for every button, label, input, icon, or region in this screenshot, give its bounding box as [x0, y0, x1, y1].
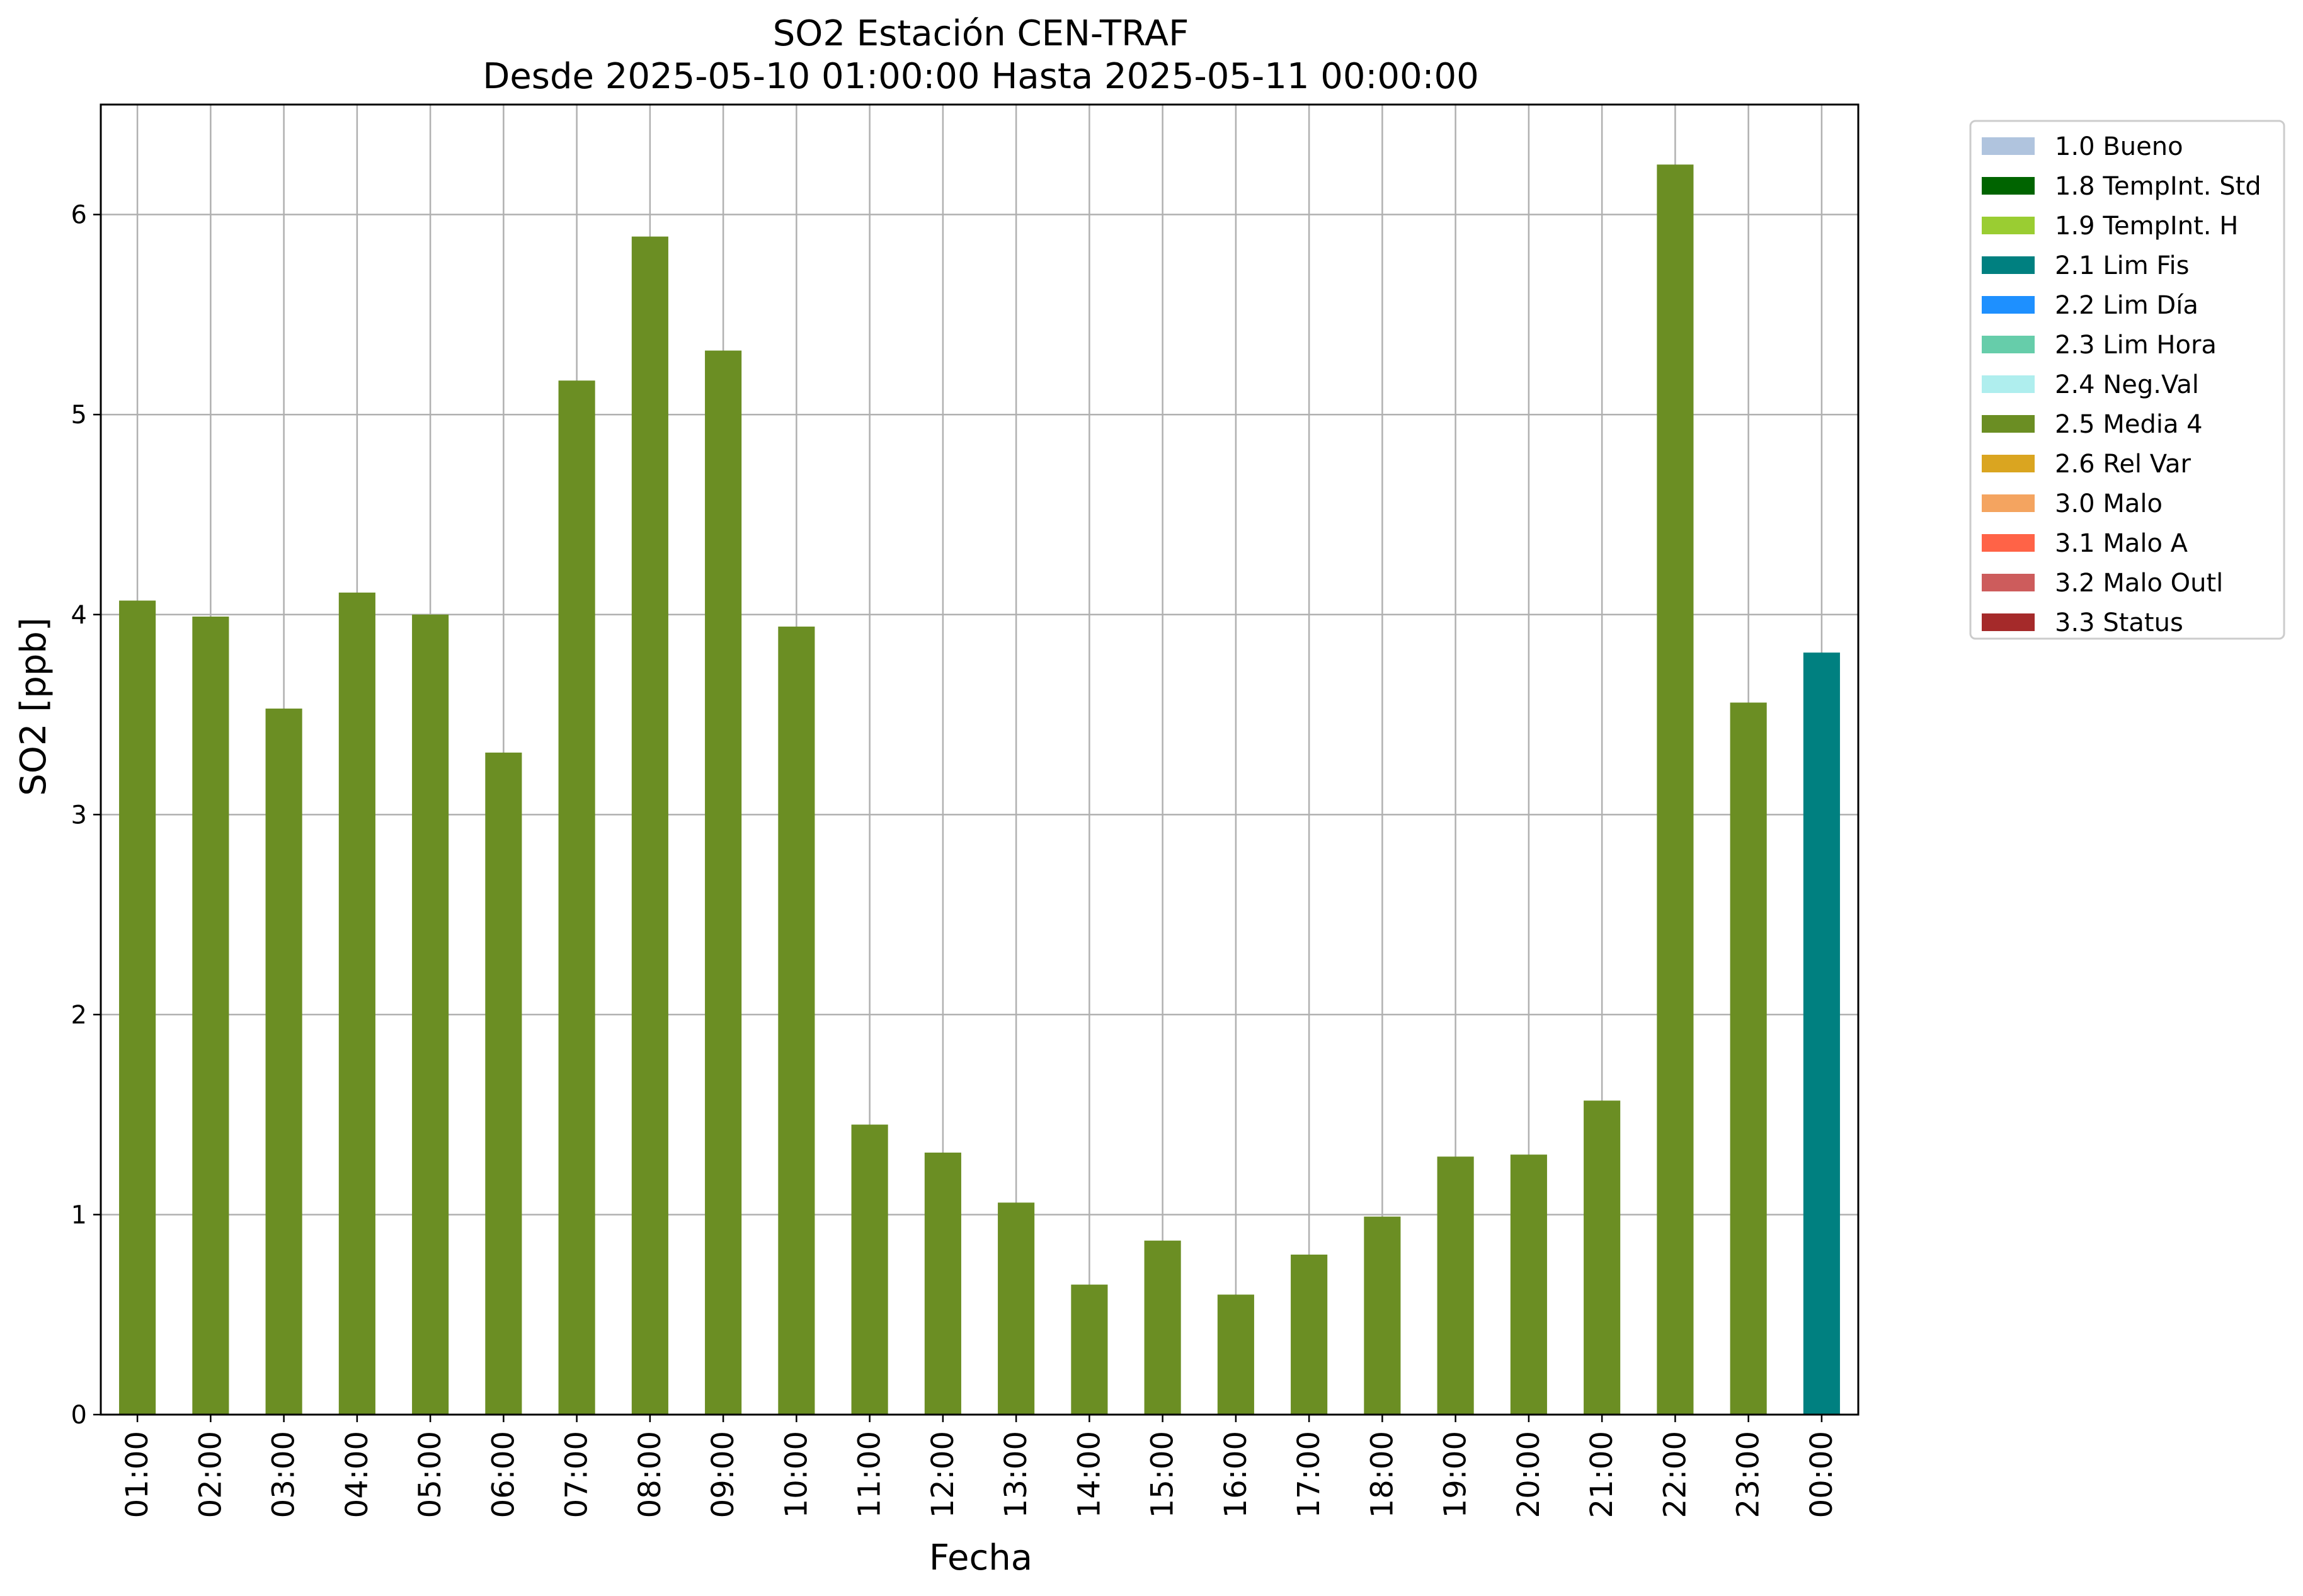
legend-swatch: [1982, 534, 2035, 552]
legend-swatch: [1982, 177, 2035, 195]
legend-label: 3.2 Malo Outl: [2055, 569, 2223, 598]
bar-17:00: [1291, 1254, 1328, 1415]
legend-frame: [1969, 120, 2285, 640]
y-tick-label: 6: [71, 201, 87, 230]
bar-00:00: [1803, 653, 1840, 1415]
x-tick-label: 05:00: [413, 1431, 448, 1518]
x-tick-label: 16:00: [1218, 1431, 1254, 1518]
legend-label: 2.6 Rel Var: [2055, 450, 2192, 479]
legend-label: 2.1 Lim Fis: [2055, 251, 2189, 280]
legend-label: 2.4 Neg.Val: [2055, 370, 2199, 399]
bar-23:00: [1730, 702, 1767, 1415]
x-tick-label: 17:00: [1291, 1431, 1327, 1518]
legend-swatch: [1982, 613, 2035, 631]
x-tick-label: 07:00: [559, 1431, 595, 1518]
legend-swatch: [1982, 296, 2035, 314]
bar-14:00: [1071, 1284, 1108, 1415]
bar-09:00: [705, 350, 742, 1415]
bars: [119, 164, 1840, 1415]
legend-swatch: [1982, 336, 2035, 353]
legend-label: 2.2 Lim Día: [2055, 291, 2198, 320]
legend-label: 1.0 Bueno: [2055, 132, 2183, 161]
legend-swatch: [1982, 415, 2035, 433]
x-tick-label: 04:00: [340, 1431, 375, 1518]
x-axis-label: Fecha: [929, 1537, 1032, 1578]
legend-swatch: [1982, 375, 2035, 393]
legend-label: 2.5 Media 4: [2055, 410, 2203, 439]
bar-16:00: [1217, 1294, 1254, 1415]
y-tick-label: 1: [71, 1200, 87, 1229]
x-tick-label: 03:00: [266, 1431, 302, 1518]
y-tick-label: 0: [71, 1401, 87, 1430]
legend-label: 1.9 TempInt. H: [2055, 212, 2238, 241]
plot-frame: [100, 103, 1860, 1416]
legend: 1.0 Bueno 1.8 TempInt. Std 1.9 TempInt. H 2…: [1969, 120, 2285, 640]
bar-05:00: [412, 614, 449, 1415]
bar-12:00: [924, 1153, 961, 1415]
legend-label: 1.8 TempInt. Std: [2055, 172, 2261, 201]
y-tick-label: 2: [71, 1001, 87, 1030]
x-tick-label: 01:00: [120, 1431, 155, 1518]
x-tick-label: 22:00: [1657, 1431, 1693, 1518]
x-tick-label: 02:00: [193, 1431, 228, 1518]
y-tick-label: 5: [71, 401, 87, 430]
legend-label: 3.0 Malo: [2055, 489, 2163, 518]
legend-label: 3.3 Status: [2055, 608, 2183, 637]
bar-03:00: [265, 709, 302, 1415]
bar-15:00: [1144, 1240, 1181, 1415]
bar-10:00: [778, 626, 815, 1415]
legend-swatch: [1982, 574, 2035, 591]
legend-label: 3.1 Malo A: [2055, 529, 2188, 558]
x-tick-label: 12:00: [925, 1431, 961, 1518]
bar-04:00: [338, 592, 375, 1415]
bar-08:00: [631, 236, 668, 1415]
x-tick-label: 13:00: [998, 1431, 1034, 1518]
legend-swatch: [1982, 256, 2035, 274]
legend-label: 2.3 Lim Hora: [2055, 331, 2217, 360]
x-tick-label: 11:00: [852, 1431, 888, 1518]
x-tick-label: 06:00: [486, 1431, 521, 1518]
bar-06:00: [485, 752, 522, 1415]
bar-20:00: [1510, 1154, 1547, 1415]
y-tick-label: 4: [71, 601, 87, 630]
bar-18:00: [1364, 1216, 1401, 1415]
x-tick-label: 23:00: [1731, 1431, 1766, 1518]
bar-01:00: [119, 600, 156, 1415]
x-axis: 01:00 02:00 03:00 04:00 05:00 06:00 07:00 08:00…: [120, 1415, 1839, 1518]
bar-13:00: [998, 1202, 1035, 1415]
bar-19:00: [1437, 1156, 1474, 1415]
x-tick-label: 08:00: [632, 1431, 668, 1518]
x-tick-label: 19:00: [1438, 1431, 1473, 1518]
bar-22:00: [1657, 164, 1694, 1415]
bar-11:00: [851, 1124, 888, 1415]
legend-swatch: [1982, 455, 2035, 472]
chart-title: SO2 Estación CEN-TRAF: [773, 13, 1189, 54]
y-axis-label: SO2 [ppb]: [13, 617, 54, 795]
x-tick-label: 20:00: [1511, 1431, 1546, 1518]
x-tick-label: 14:00: [1071, 1431, 1107, 1518]
legend-swatch: [1982, 217, 2035, 234]
bar-02:00: [192, 616, 229, 1415]
x-tick-label: 15:00: [1145, 1431, 1180, 1518]
chart-subtitle: Desde 2025-05-10 01:00:00 Hasta 2025-05-…: [483, 56, 1479, 97]
x-tick-label: 10:00: [779, 1431, 814, 1518]
bar-21:00: [1584, 1100, 1621, 1415]
x-tick-label: 00:00: [1804, 1431, 1839, 1518]
y-axis: 0 1 2 3 4 5 6: [71, 201, 101, 1430]
legend-swatch: [1982, 137, 2035, 155]
bar-07:00: [558, 380, 595, 1415]
legend-swatch: [1982, 494, 2035, 512]
x-tick-label: 09:00: [706, 1431, 741, 1518]
y-tick-label: 3: [71, 801, 87, 829]
x-tick-label: 18:00: [1364, 1431, 1400, 1518]
x-tick-label: 21:00: [1584, 1431, 1620, 1518]
